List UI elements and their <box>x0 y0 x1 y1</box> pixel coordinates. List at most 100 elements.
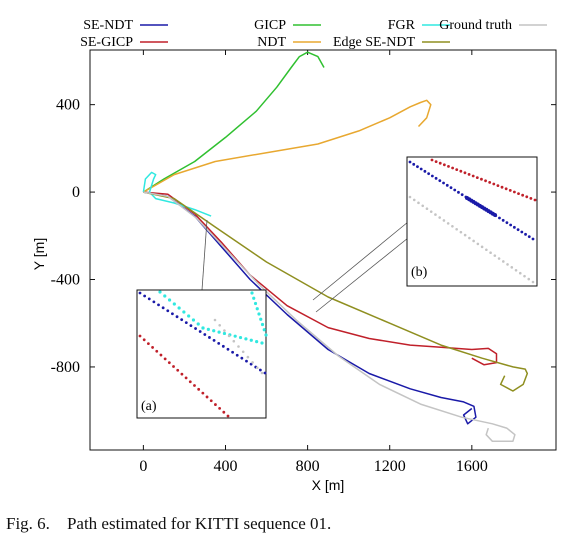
inset-a-dot-se-gicp <box>222 410 226 414</box>
inset-a-dot-se-gicp <box>184 376 188 380</box>
inset-b-dot-ground-truth <box>417 201 420 205</box>
inset-b-dot-se-gicp <box>488 181 492 184</box>
plot-frame <box>89 49 557 451</box>
inset-a-dot-se-gicp <box>146 342 150 346</box>
series-layer <box>142 51 529 443</box>
inset-b-dot-ground-truth <box>429 210 433 213</box>
inset-a-dot-se-ndt <box>143 294 147 298</box>
inset-b-dot-se-gicp <box>475 176 479 180</box>
inset-a-dot-ground-truth <box>237 345 240 348</box>
inset-a-dot-se-gicp <box>151 346 154 349</box>
inset-a-dot-se-ndt <box>194 327 197 330</box>
inset-a-dot-ground-truth <box>260 371 264 375</box>
inset-a-dot-se-gicp <box>163 357 167 361</box>
zoom-line-a <box>201 219 208 291</box>
inset-a-dot-fgr <box>252 296 256 300</box>
inset-b-dot-se-gicp <box>521 193 525 197</box>
inset-b-dot-se-gicp <box>463 171 467 175</box>
inset-a-dot-se-ndt <box>217 341 221 345</box>
inset-b-dot-se-ndt <box>531 237 535 241</box>
inset-b-dot-ground-truth <box>531 280 535 284</box>
inset-b-dot-se-gicp <box>513 190 516 194</box>
inset-b-dot-ground-truth <box>493 254 497 257</box>
y-tick-label: 0 <box>72 184 80 201</box>
inset-a-dot-ground-truth <box>223 329 226 332</box>
inset-a-dot-se-ndt <box>157 303 160 307</box>
inset-b-dot-ground-truth <box>510 266 514 269</box>
inset-b-dot-se-ndt <box>445 183 449 187</box>
inset-a-dot-se-gicp <box>188 380 192 384</box>
inset-b-dot-ground-truth <box>523 274 526 278</box>
inset-b-frame <box>406 156 538 287</box>
inset-b-dot-se-ndt <box>501 218 505 222</box>
inset-b-dot-se-ndt <box>527 235 531 239</box>
inset-b-dot-se-gicp <box>467 173 471 176</box>
legend: SE-NDT SE-GICP GICP NDT FGR Edge SE-NDT Ground… <box>80 18 547 50</box>
inset-b-dot-se-gicp <box>434 160 438 164</box>
inset-a-frame <box>136 289 267 419</box>
inset-a-dot-se-gicp <box>142 338 146 342</box>
inset-b-dot-se-ndt <box>457 190 460 194</box>
inset-b-dot-se-ndt-dense <box>493 213 497 217</box>
caption-text: Path estimated for KITTI sequence 01. <box>66 514 332 533</box>
inset-a-dot-se-ndt <box>208 336 211 339</box>
inset-a-dot-fgr <box>217 330 221 334</box>
legend-label: SE-GICP <box>80 35 133 50</box>
inset-b-dot-se-ndt <box>430 174 434 178</box>
inset-b-dot-ground-truth <box>485 248 488 252</box>
inset-a-dot-se-gicp <box>197 387 201 391</box>
inset-b-dot-ground-truth <box>425 207 429 211</box>
inset-a-dot-fgr <box>201 326 205 330</box>
inset-a-dot-se-gicp <box>167 361 171 365</box>
inset-a-dot-se-ndt <box>161 306 165 310</box>
inset-a-dot-ground-truth <box>255 366 259 370</box>
inset-a-dot-se-ndt <box>221 344 225 348</box>
inset-b-dot-se-gicp <box>533 198 537 202</box>
inset-b-dot-ground-truth <box>463 233 467 237</box>
x-axis-ticks: 0 400 800 1200 1600 <box>139 50 488 475</box>
inset-a-dot-fgr <box>255 307 259 311</box>
inset-b-dot-se-gicp <box>508 189 512 192</box>
legend-label: FGR <box>388 18 416 33</box>
inset-b-dot-se-gicp <box>442 163 446 167</box>
inset-b-dot-se-ndt <box>408 160 412 164</box>
inset-b-dot-ground-truth <box>514 268 518 272</box>
inset-b-dot-se-ndt <box>412 162 416 166</box>
inset-a-dot-fgr <box>212 329 216 333</box>
x-tick-label: 800 <box>296 458 320 475</box>
series-line-gicp <box>142 51 325 193</box>
inset-b-dot-ground-truth <box>497 257 501 260</box>
inset-b-dot-ground-truth <box>489 251 492 254</box>
inset-a-dot-se-ndt <box>240 356 244 360</box>
inset-a-dot-ground-truth <box>227 334 231 338</box>
inset-b-dot-ground-truth <box>527 277 531 281</box>
inset-a-dot-se-gicp <box>180 372 184 376</box>
inset-a-dot-se-ndt <box>235 353 239 357</box>
inset-a-dot-se-gicp <box>214 403 217 406</box>
inset-a-dot-se-gicp <box>193 384 196 387</box>
inset-a-dot-fgr <box>167 298 172 302</box>
inset-b-dot-ground-truth <box>472 239 475 243</box>
inset-a-dot-fgr <box>222 331 227 336</box>
inset-a-dot-se-ndt <box>180 318 184 322</box>
inset-a-dot-se-ndt <box>189 324 193 327</box>
zoom-line-b2 <box>315 237 409 313</box>
inset-a-dot-fgr <box>191 318 196 322</box>
y-tick-label: -400 <box>51 272 80 289</box>
inset-b-dot-se-ndt <box>423 169 427 173</box>
inset-a-dot-fgr <box>196 322 200 326</box>
inset-b-dot-se-ndt <box>460 193 464 197</box>
inset-b-dot-se-gicp <box>529 197 533 200</box>
inset-a-dot-se-ndt <box>198 330 202 333</box>
inset-a-dot-se-gicp <box>226 414 230 418</box>
inset-a-dot-se-ndt <box>147 297 151 301</box>
legend-label: SE-NDT <box>83 18 133 33</box>
inset-b-dot-ground-truth <box>438 216 441 219</box>
inset-a-dot-fgr <box>238 335 243 340</box>
inset-a-dot-se-ndt <box>263 371 267 375</box>
inset-b-dot-ground-truth <box>455 227 458 231</box>
inset-b-dot-se-gicp <box>517 192 520 196</box>
legend-label: GICP <box>254 18 286 33</box>
inset-a-dot-se-gicp <box>155 349 159 353</box>
